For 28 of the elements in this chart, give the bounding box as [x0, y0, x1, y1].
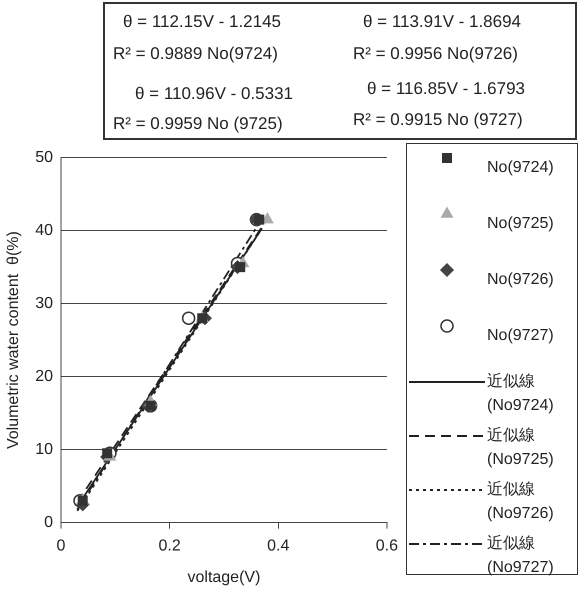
- y-tick-label: 0: [44, 514, 54, 532]
- text: R² = 0.9915 No (9727): [353, 110, 523, 130]
- x-axis-title: voltage(V): [187, 568, 260, 586]
- legend-label: No(9724): [487, 158, 555, 178]
- text: θ = 110.96V - 0.5331: [135, 84, 294, 104]
- x-tick-label: 0.6: [376, 538, 398, 555]
- y-tick-label: 40: [35, 222, 54, 240]
- legend-label: 近似線(No9727): [487, 534, 555, 578]
- y-tick-label: 10: [35, 441, 54, 458]
- x-tick-label: 0.4: [267, 538, 290, 555]
- text: R² = 0.9959 No (9725): [113, 114, 283, 134]
- legend-label: No(9727): [487, 326, 555, 346]
- legend-label: 近似線(No9725): [487, 426, 555, 470]
- legend-label: 近似線(No9726): [487, 480, 555, 524]
- text: θ = 112.15V - 1.2145: [123, 12, 282, 32]
- text: R² = 0.9889 No(9724): [113, 44, 278, 64]
- x-tick-label: 0.2: [158, 538, 181, 555]
- y-tick-label: 50: [35, 149, 54, 166]
- x-tick-label: 0: [56, 538, 66, 555]
- legend-label: No(9725): [487, 214, 555, 234]
- text: θ = 113.91V - 1.8694: [363, 12, 522, 32]
- text: R² = 0.9956 No(9726): [353, 44, 518, 64]
- text: θ = 116.85V - 1.6793: [367, 79, 526, 99]
- legend-label: 近似線(No9724): [487, 372, 555, 416]
- legend-label: No(9726): [487, 270, 555, 290]
- y-tick-label: 30: [35, 295, 54, 312]
- y-tick-label: 20: [35, 368, 54, 386]
- y-axis-title: Volumetric water content θ(%): [5, 231, 22, 450]
